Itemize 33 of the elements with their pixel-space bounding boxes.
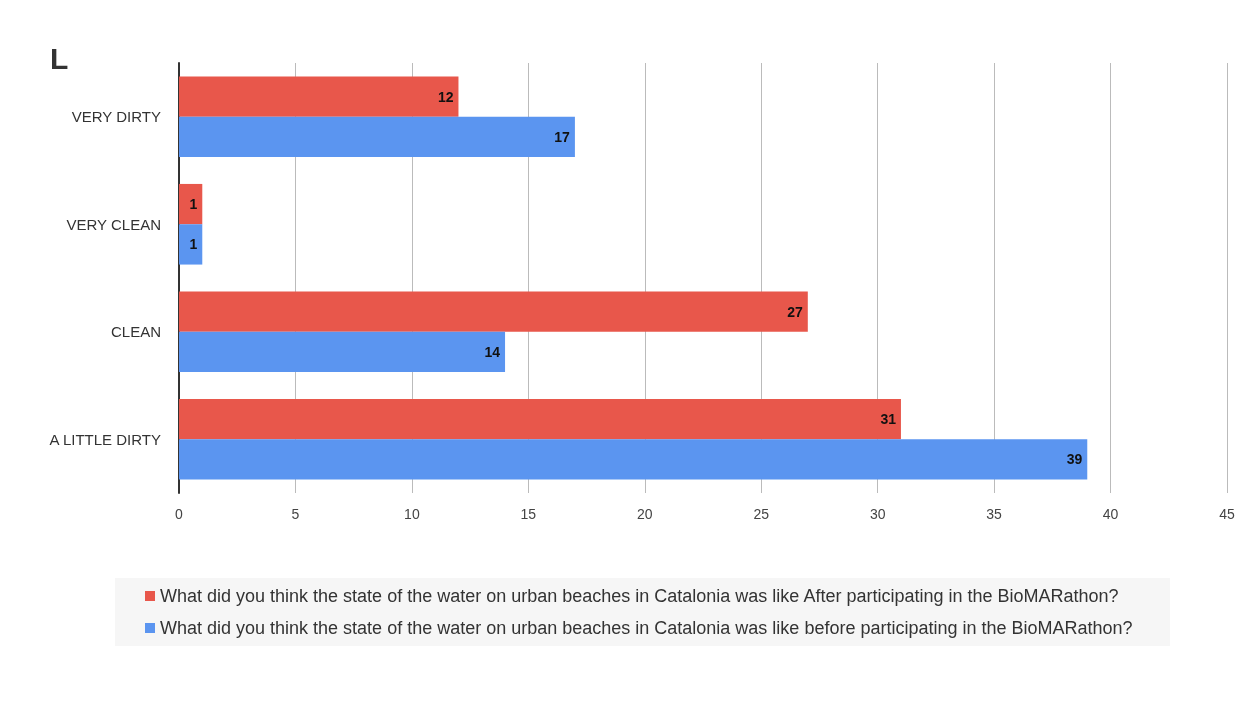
x-tick-label: 30 — [869, 506, 886, 522]
data-label: 31 — [880, 411, 897, 428]
chart-title: L — [50, 41, 69, 75]
bar — [179, 439, 1088, 480]
x-tick-label: 15 — [520, 506, 537, 522]
data-label: 1 — [189, 236, 198, 253]
bar — [179, 331, 506, 373]
x-tick-label: 25 — [753, 506, 770, 522]
legend-label: What did you think the state of the water on urban beaches in Catalonia was like After participating in the BioMARathon? — [160, 586, 1119, 606]
bar — [179, 116, 575, 158]
x-tick-label: 35 — [986, 506, 1003, 522]
data-label: 27 — [787, 303, 804, 320]
data-label: 12 — [437, 88, 454, 105]
x-tick-label: 40 — [1102, 506, 1119, 522]
legend-label: What did you think the state of the water on urban beaches in Catalonia was like before participating in the BioMARathon? — [160, 618, 1133, 638]
y-tick-label: A LITTLE DIRTY — [49, 430, 161, 448]
bar — [179, 76, 459, 117]
y-tick-label: CLEAN — [110, 323, 161, 341]
data-label: 14 — [484, 343, 501, 360]
bar — [179, 398, 901, 440]
data-label: 17 — [554, 128, 571, 145]
data-label: 1 — [189, 196, 198, 213]
y-tick-label: VERY CLEAN — [66, 215, 161, 233]
bar — [179, 224, 203, 265]
x-tick-label: 0 — [175, 506, 184, 522]
x-tick-label: 10 — [404, 506, 420, 522]
x-tick-label: 5 — [291, 506, 300, 522]
bar — [179, 291, 808, 332]
x-tick-label: 45 — [1219, 506, 1235, 522]
x-tick-label: 20 — [636, 506, 653, 522]
bar — [179, 183, 203, 225]
data-label: 39 — [1066, 451, 1083, 468]
y-tick-label: VERY DIRTY — [71, 108, 161, 126]
